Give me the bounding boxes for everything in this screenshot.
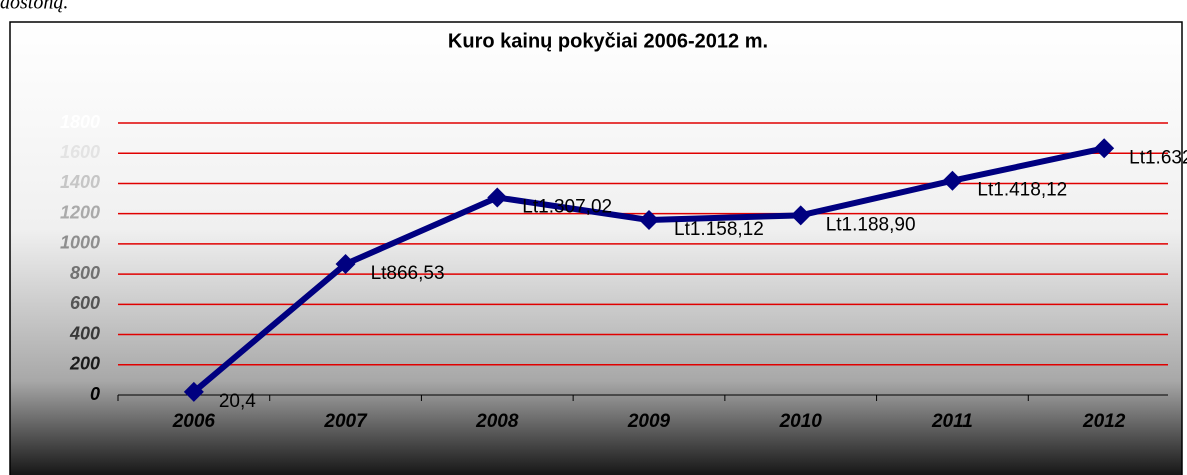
y-tick-label: 1400 <box>60 172 100 192</box>
y-tick-label: 1000 <box>60 233 100 253</box>
y-tick-label: 1200 <box>60 202 100 222</box>
x-tick-label: 2012 <box>1082 411 1126 432</box>
y-tick-label: 0 <box>90 384 100 404</box>
x-tick-label: 2010 <box>779 411 823 432</box>
data-label: 20,4 <box>219 391 256 412</box>
data-point <box>1094 138 1115 159</box>
chart-title: Kuro kainų pokyčiai 2006-2012 m. <box>448 30 768 52</box>
x-tick-label: 2006 <box>172 411 216 432</box>
data-label: Lt1.307,02 <box>522 197 612 218</box>
chart-frame <box>9 21 1183 475</box>
y-tick-label: 600 <box>70 293 100 313</box>
y-tick-label: 200 <box>69 354 100 374</box>
x-tick-label: 2008 <box>475 411 519 432</box>
data-point <box>487 187 508 208</box>
data-label: Lt1.188,90 <box>826 214 916 235</box>
data-point <box>790 205 811 226</box>
x-tick-label: 2009 <box>627 411 671 432</box>
caption-fragment: dostoną. <box>0 0 68 14</box>
y-tick-label: 1800 <box>60 112 100 132</box>
data-label: Lt1.418,12 <box>977 180 1067 201</box>
y-tick-label: 1600 <box>60 142 100 162</box>
x-tick-label: 2007 <box>323 411 368 432</box>
y-tick-label: 800 <box>70 263 100 283</box>
y-tick-label: 400 <box>69 323 100 343</box>
data-point <box>942 170 963 191</box>
data-label: Lt1.158,12 <box>674 219 764 240</box>
data-point <box>183 381 204 402</box>
data-label: Lt1.632,74 <box>1129 147 1187 168</box>
data-point <box>639 209 659 230</box>
x-tick-label: 2011 <box>931 411 973 432</box>
data-label: Lt866,53 <box>371 263 445 284</box>
data-point <box>335 254 356 275</box>
